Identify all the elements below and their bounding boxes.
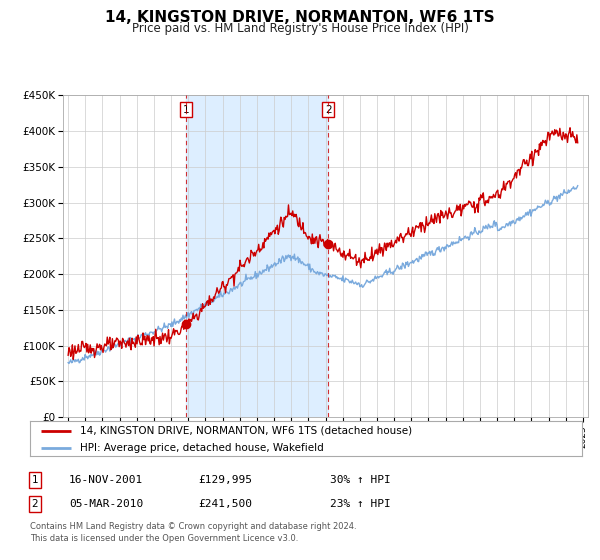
Text: 14, KINGSTON DRIVE, NORMANTON, WF6 1TS: 14, KINGSTON DRIVE, NORMANTON, WF6 1TS	[105, 10, 495, 25]
Text: 2: 2	[325, 105, 332, 114]
Text: Contains HM Land Registry data © Crown copyright and database right 2024.: Contains HM Land Registry data © Crown c…	[30, 522, 356, 531]
Text: HPI: Average price, detached house, Wakefield: HPI: Average price, detached house, Wake…	[80, 442, 323, 452]
Text: 2: 2	[31, 499, 38, 509]
Text: 1: 1	[183, 105, 190, 114]
Text: £129,995: £129,995	[198, 475, 252, 485]
Text: £241,500: £241,500	[198, 499, 252, 509]
Text: 1: 1	[31, 475, 38, 485]
Text: This data is licensed under the Open Government Licence v3.0.: This data is licensed under the Open Gov…	[30, 534, 298, 543]
Text: Price paid vs. HM Land Registry's House Price Index (HPI): Price paid vs. HM Land Registry's House …	[131, 22, 469, 35]
Text: 05-MAR-2010: 05-MAR-2010	[69, 499, 143, 509]
Bar	[186, 95, 328, 417]
Text: 30% ↑ HPI: 30% ↑ HPI	[330, 475, 391, 485]
Text: 14, KINGSTON DRIVE, NORMANTON, WF6 1TS (detached house): 14, KINGSTON DRIVE, NORMANTON, WF6 1TS (…	[80, 426, 412, 436]
Text: 16-NOV-2001: 16-NOV-2001	[69, 475, 143, 485]
Text: 23% ↑ HPI: 23% ↑ HPI	[330, 499, 391, 509]
